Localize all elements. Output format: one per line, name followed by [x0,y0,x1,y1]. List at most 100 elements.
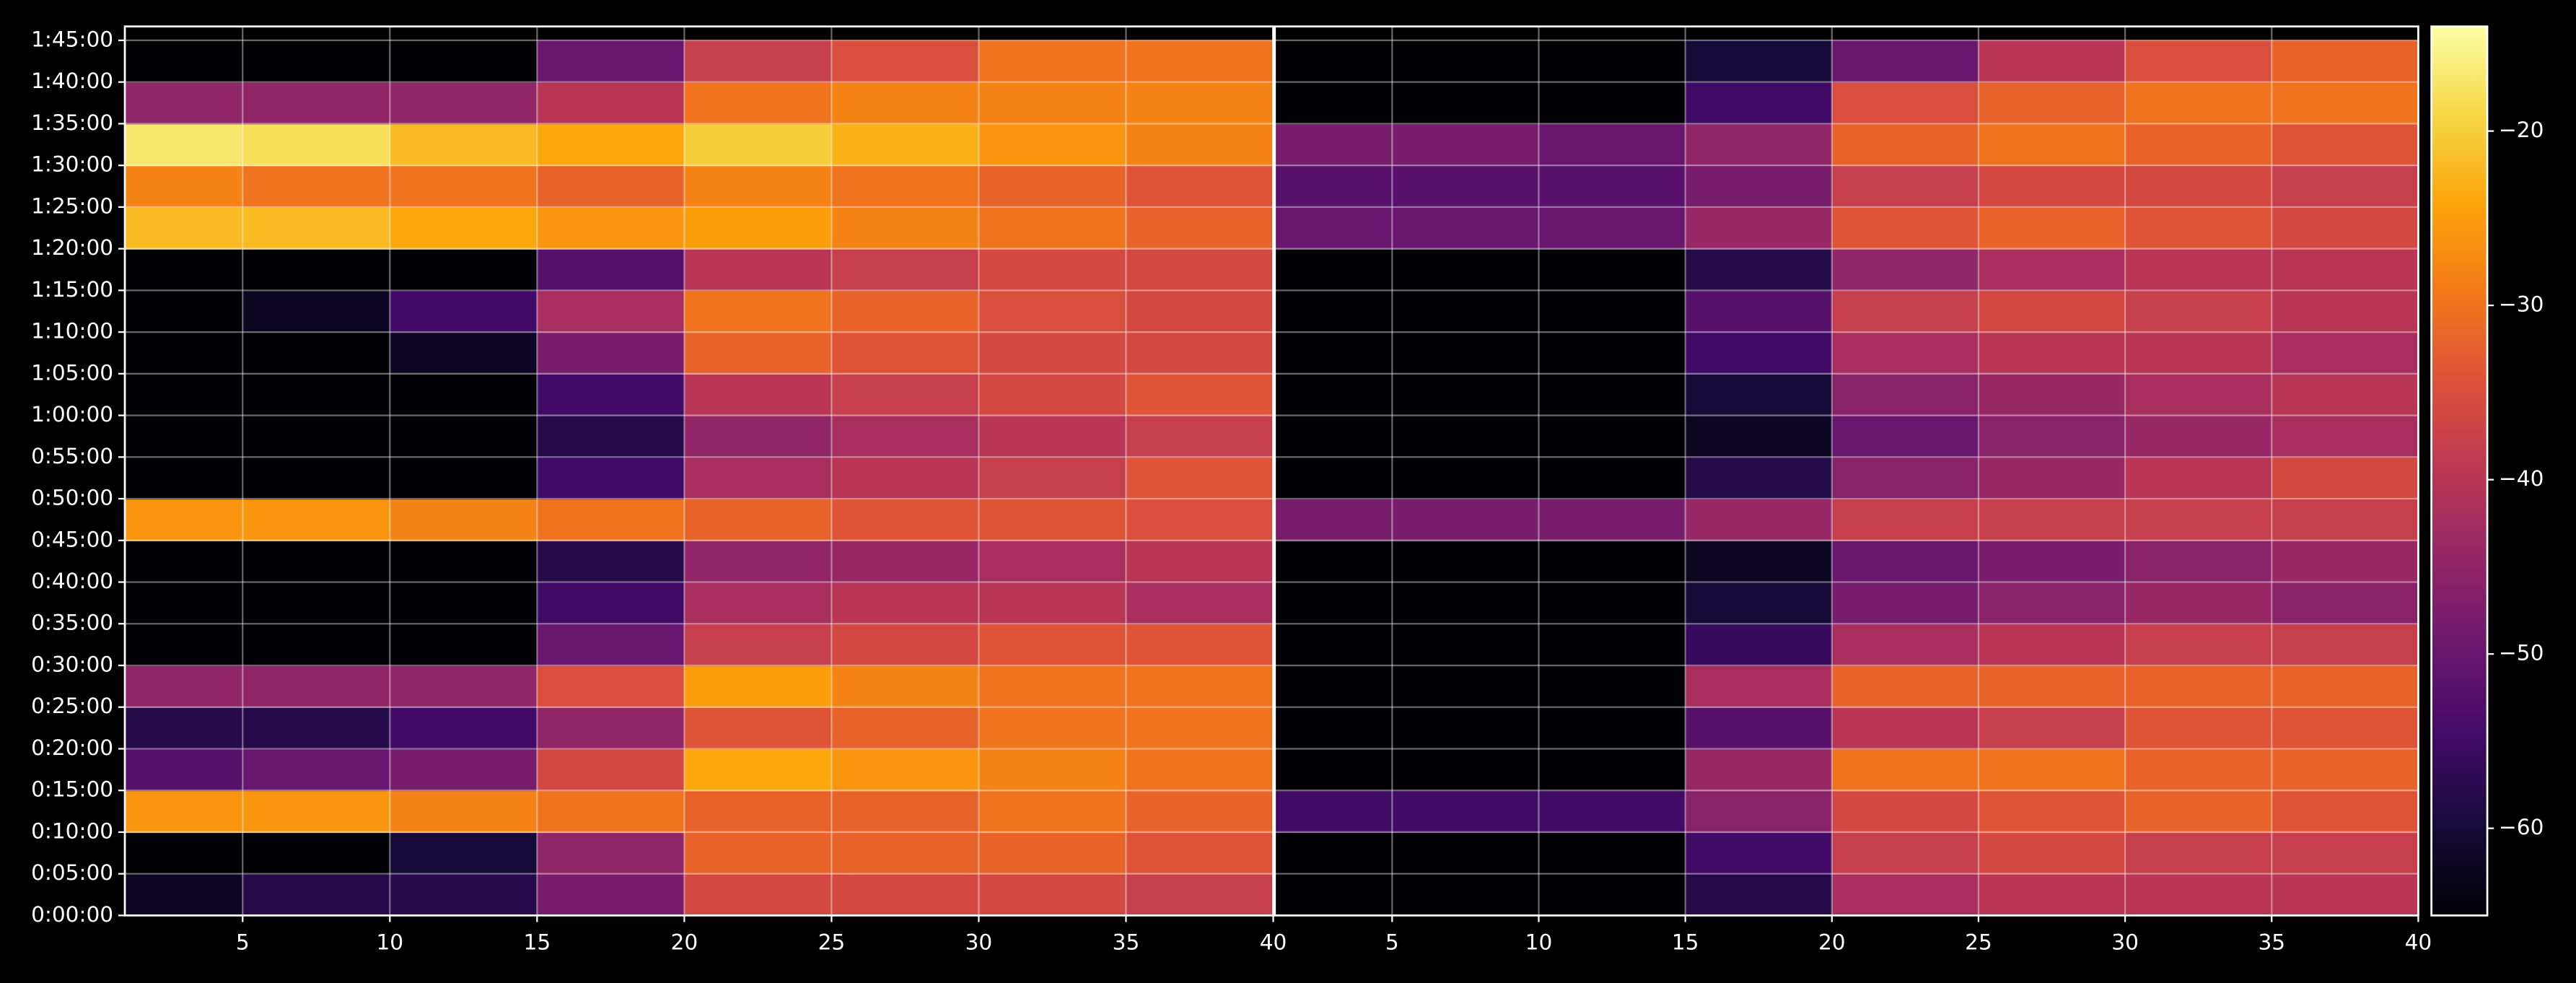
heat-cell [537,748,685,792]
heat-cell [1126,499,1274,541]
heat-cell [1685,873,1833,916]
heat-cell [390,873,538,916]
y-tick-label: 1:30:00 [31,152,113,177]
colorbar-tick-label: −20 [2499,118,2544,142]
heat-cell [1126,707,1274,750]
heat-cell [242,248,391,292]
heat-cell [684,373,833,416]
colorbar-frame [2430,25,2489,917]
heat-cell [1978,540,2126,583]
heat-cell [2271,82,2419,125]
heat-cell [1978,165,2126,209]
heat-cell [125,165,244,209]
heat-cell [1392,290,1540,333]
heat-cell [831,82,980,125]
heat-cell [831,499,980,541]
heat-cell [1831,290,1980,333]
heat-cell [1685,499,1833,541]
heat-cell [978,457,1127,500]
heat-cell [2125,665,2273,708]
heat-cell [125,624,244,667]
heat-cell [537,665,685,708]
heat-cell [2271,290,2419,333]
y-tick-label: 0:25:00 [31,694,113,718]
heat-cell [831,165,980,209]
heat-cell [684,415,833,458]
heat-cell [1831,499,1980,541]
heat-cell [1978,40,2126,83]
heat-cell [390,499,538,541]
heat-cell [1538,123,1686,167]
heat-cell [1392,499,1540,541]
heat-cell [537,415,685,458]
heat-cell [537,165,685,209]
y-tick-label: 0:20:00 [31,735,113,760]
heat-cell [1978,873,2126,916]
heat-cell [390,540,538,583]
heat-cell [1126,582,1274,625]
heat-cell [2125,748,2273,792]
heat-cell [978,82,1127,125]
heat-cell [2125,707,2273,750]
heat-cell [1392,165,1540,209]
heat-cell [1538,457,1686,500]
heat-cell [1831,373,1980,416]
heat-cell [2125,82,2273,125]
x-tick-label: 10 [1525,930,1553,955]
heat-cell [978,290,1127,333]
heat-cell [1978,206,2126,250]
heat-cell [242,165,391,209]
heat-cell [242,40,391,83]
heat-cell [684,332,833,375]
heat-cell [831,457,980,500]
heat-cell [831,624,980,667]
heat-cell [2125,332,2273,375]
heat-cell [125,206,244,250]
y-tick-label: 1:00:00 [31,402,113,427]
heat-cell [242,123,391,167]
x-tick-label: 20 [1818,930,1846,955]
heat-cell [1392,206,1540,250]
heat-cell [978,831,1127,875]
heat-cell [978,415,1127,458]
heat-cell [2125,40,2273,83]
heat-cell [2271,831,2419,875]
heat-cell [1392,123,1540,167]
heat-cell [1274,248,1393,292]
y-tick-label: 1:25:00 [31,193,113,218]
heat-cell [978,582,1127,625]
heat-cell [537,40,685,83]
heat-cell [1978,373,2126,416]
heat-cell [1685,82,1833,125]
heat-cell [390,624,538,667]
heat-cell [1685,540,1833,583]
heat-cell [1831,748,1980,792]
heat-cell [2271,790,2419,834]
heat-cell [1392,873,1540,916]
heat-cell [1978,123,2126,167]
heat-cell [242,831,391,875]
heat-cell [1685,748,1833,792]
heat-cell [1274,665,1393,708]
heat-cell [1685,415,1833,458]
heat-cell [978,707,1127,750]
heat-cell [1126,82,1274,125]
heat-cell [1392,831,1540,875]
heat-cell [684,665,833,708]
heat-cell [684,790,833,834]
y-tick-label: 0:45:00 [31,527,113,551]
heat-cell [537,790,685,834]
y-tick-label: 0:00:00 [31,902,113,927]
heat-cell [978,624,1127,667]
heat-cell [1126,415,1274,458]
axes-frame [123,25,1274,917]
heat-cell [1538,624,1686,667]
heat-cell [2125,123,2273,167]
heat-cell [242,624,391,667]
heat-cell [1978,831,2126,875]
x-tick-label: 40 [1260,930,1287,955]
heat-cell [537,624,685,667]
heat-cell [1685,665,1833,708]
heat-cell [1831,707,1980,750]
